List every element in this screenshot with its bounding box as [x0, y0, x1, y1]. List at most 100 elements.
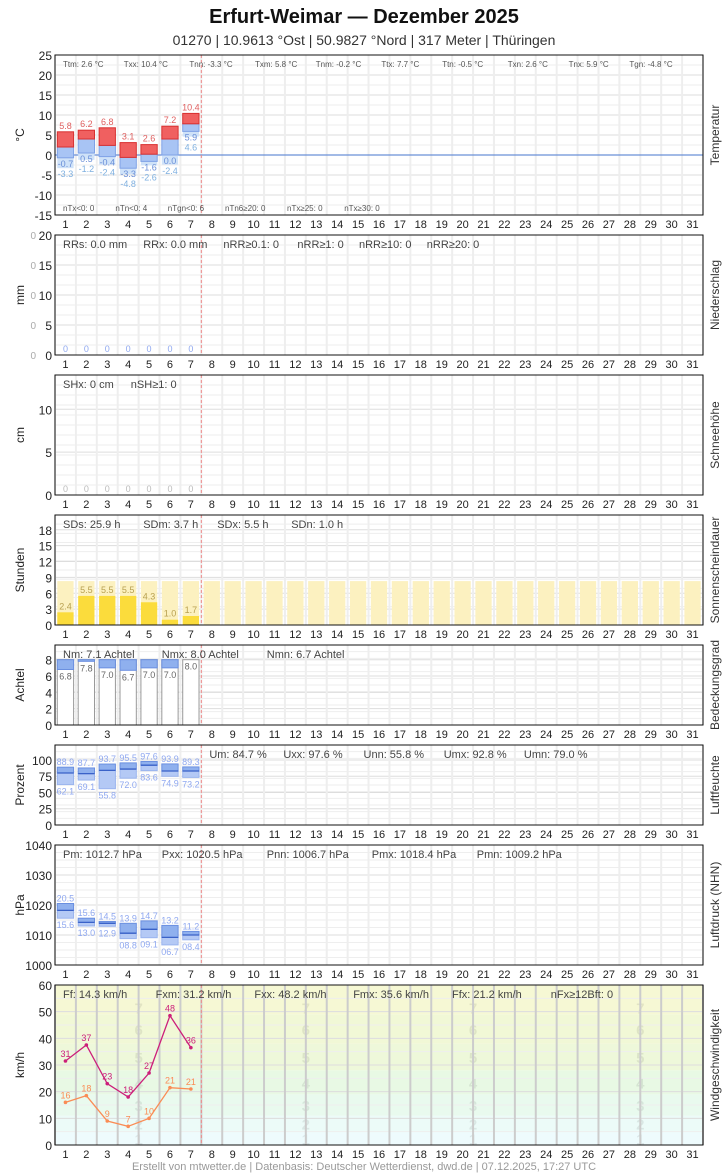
- x-tick-label: 25: [561, 629, 573, 641]
- x-tick-label: 14: [331, 969, 343, 981]
- x-tick-label: 11: [269, 219, 280, 231]
- x-tick-label: 18: [415, 1149, 427, 1161]
- x-tick-label: 9: [230, 359, 236, 371]
- panel-title: Temperatur: [708, 105, 722, 166]
- panel-title: Luftfeuchte: [708, 755, 722, 815]
- y-tick-label: 0: [45, 819, 52, 833]
- x-tick-label: 21: [477, 359, 489, 371]
- x-tick-label: 21: [477, 729, 489, 741]
- tmax-label: 6.2: [80, 119, 93, 129]
- y-tick-label: 50: [39, 786, 53, 800]
- y-axis-label: km/h: [13, 1052, 27, 1078]
- x-tick-label: 5: [146, 219, 152, 231]
- stat-text: Tnx: 5.9 °C: [569, 60, 609, 69]
- x-tick-label: 1: [62, 729, 68, 741]
- tmax-label: 10.4: [182, 102, 200, 112]
- x-tick-label: 7: [188, 1149, 194, 1161]
- x-tick-label: 30: [666, 969, 678, 981]
- x-tick-label: 18: [415, 629, 427, 641]
- x-tick-label: 29: [645, 829, 657, 841]
- x-tick-label: 26: [582, 359, 594, 371]
- beaufort-band: [55, 1014, 703, 1044]
- x-tick-label: 3: [104, 629, 110, 641]
- gust-label: 23: [102, 1072, 112, 1082]
- x-tick-label: 31: [686, 359, 698, 371]
- value-label: 0: [167, 484, 172, 494]
- x-tick-label: 16: [373, 629, 385, 641]
- y-tick-label: -5: [41, 169, 52, 183]
- x-tick-label: 26: [582, 1149, 594, 1161]
- cloud-label: 7.8: [80, 663, 93, 673]
- x-tick-label: 30: [666, 1149, 678, 1161]
- x-tick-label: 30: [666, 829, 678, 841]
- x-tick-label: 25: [561, 829, 573, 841]
- plot-frame: [54, 984, 704, 1146]
- min-mean-bar: [119, 156, 137, 169]
- cloud-bar: [77, 659, 96, 662]
- page-title: Erfurt-Weimar — Dezember 2025: [209, 6, 519, 28]
- min-mean-bar: [182, 123, 200, 132]
- x-tick-label: 29: [645, 219, 657, 231]
- y-axis-label: Prozent: [13, 764, 27, 806]
- mean-max-bar: [161, 125, 179, 140]
- x-tick-label: 4: [125, 1149, 131, 1161]
- x-tick-label: 14: [331, 829, 343, 841]
- gust-point: [63, 1059, 68, 1063]
- max-label: 14.7: [140, 911, 158, 921]
- max-mean-bar: [119, 762, 137, 770]
- value-label: 0: [105, 484, 110, 494]
- x-tick-label: 27: [603, 629, 615, 641]
- sunshine-bar: [57, 612, 74, 625]
- y-tick-label: -15: [35, 209, 53, 223]
- x-tick-label: 10: [247, 729, 259, 741]
- stat-text: Pm: 1012.7 hPa: [63, 849, 143, 861]
- ground-min-bar: [78, 153, 95, 160]
- tground-label: -2.4: [100, 168, 116, 178]
- tmin-label: -0.7: [58, 159, 74, 169]
- tground-label: -2.4: [162, 166, 178, 176]
- x-tick-label: 30: [666, 729, 678, 741]
- y-axis-label: Achtel: [13, 668, 27, 701]
- x-tick-label: 8: [209, 359, 215, 371]
- x-tick-label: 5: [146, 629, 152, 641]
- value-label: 0: [126, 344, 131, 354]
- y-tick-label: 1000: [25, 959, 52, 973]
- sunshine-label: 4.3: [143, 591, 156, 601]
- x-tick-label: 27: [603, 1149, 615, 1161]
- y-axis-label: mm: [13, 285, 27, 305]
- min-label: 69.1: [78, 782, 96, 792]
- possible-sunshine-bar: [203, 581, 220, 625]
- x-tick-label: 15: [352, 729, 364, 741]
- x-tick-label: 14: [331, 1149, 343, 1161]
- y-tick-label: 0: [45, 149, 52, 163]
- plot-frame: [54, 844, 704, 966]
- tmin-label: -1.6: [141, 162, 157, 172]
- sunshine-bar: [99, 595, 116, 625]
- max-mean-bar: [119, 922, 137, 934]
- gust-point: [105, 1081, 110, 1086]
- min-mean-bar: [140, 153, 158, 162]
- x-tick-label: 3: [104, 499, 110, 511]
- stat-text: nFx≥12Bft: 0: [551, 989, 613, 1001]
- stat-text: RRx: 0.0 mm: [143, 239, 207, 251]
- stat-text: Unn: 55.8 %: [364, 749, 425, 761]
- ground-min-bar: [161, 155, 179, 165]
- tground-label: -2.6: [141, 172, 157, 182]
- min-label: 62.1: [57, 787, 75, 797]
- x-tick-label: 4: [125, 629, 131, 641]
- stat-text: Fxm: 31.2 km/h: [156, 989, 232, 1001]
- y-tick-label: 5: [45, 319, 52, 333]
- x-tick-label: 15: [352, 219, 364, 231]
- mean-min-bar: [56, 772, 75, 786]
- x-tick-label: 13: [310, 829, 322, 841]
- sunshine-label: 5.5: [101, 585, 114, 595]
- stat-text: nTn6≥20: 0: [225, 204, 266, 213]
- gust-label: 36: [186, 1036, 196, 1046]
- x-tick-label: 19: [436, 629, 448, 641]
- x-tick-label: 23: [519, 219, 531, 231]
- possible-sunshine-bar: [517, 581, 534, 625]
- x-tick-label: 27: [603, 219, 615, 231]
- x-tick-label: 9: [230, 629, 236, 641]
- x-tick-label: 15: [352, 969, 364, 981]
- stat-text: Tnm: -0.2 °C: [316, 60, 362, 69]
